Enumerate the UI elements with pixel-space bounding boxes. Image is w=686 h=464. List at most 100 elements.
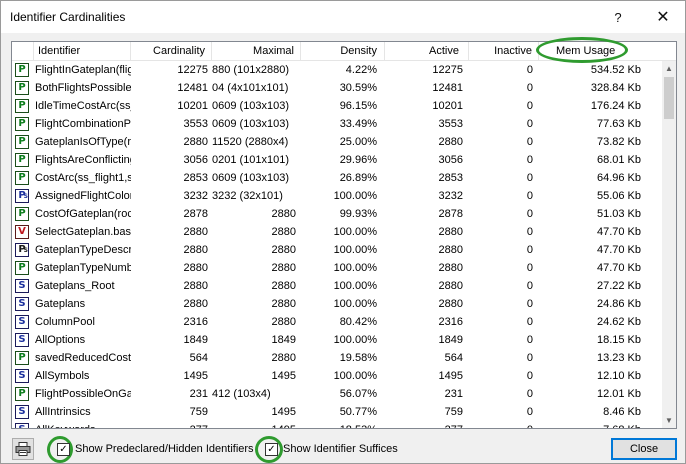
table-row[interactable]: P FlightPossibleOnGat 231 412 (103x4) 56.07%… [12, 385, 662, 403]
table-row[interactable]: P FlightInGateplan(flig 12275 880 (101x2880… [12, 61, 662, 79]
active-cell: 2880 [438, 244, 463, 256]
table-row[interactable]: P S GateplanTypeDescr 2880 2880 100.00% 2880 0 4… [12, 241, 662, 259]
identifier-type-icon: S [15, 279, 29, 293]
scrollbar-thumb[interactable] [664, 77, 674, 119]
cardinality-table: Identifier Cardinality Maximal Density A… [11, 41, 677, 429]
cardinality-cell: 2853 [183, 172, 208, 184]
maximal-cell: 880 (101x2880) [212, 64, 290, 76]
table-row[interactable]: S Gateplans 2880 2880 100.00% 2880 0 24.86 Kb [12, 295, 662, 313]
mem-usage-cell: 8.46 Kb [603, 406, 641, 418]
maximal-cell: 2880 [271, 262, 296, 274]
show-predeclared-label[interactable]: Show Predeclared/Hidden Identifiers [75, 443, 254, 455]
density-cell: 99.93% [339, 208, 377, 220]
mem-usage-cell: 64.96 Kb [596, 172, 641, 184]
header-density[interactable]: Density [301, 42, 385, 61]
mem-usage-cell: 47.70 Kb [596, 226, 641, 238]
maximal-cell: 2880 [271, 298, 296, 310]
table-row[interactable]: P S AssignedFlightColor 3232 3232 (32x101) 10… [12, 187, 662, 205]
active-cell: 10201 [432, 100, 463, 112]
mem-usage-cell: 51.03 Kb [596, 208, 641, 220]
active-cell: 2880 [438, 136, 463, 148]
cardinality-cell: 2316 [183, 316, 208, 328]
identifier-cell: CostArc(ss_flight1,s [35, 172, 131, 184]
show-suffices-checkbox[interactable]: ✓ [265, 442, 278, 456]
table-row[interactable]: P IdleTimeCostArc(ss_ 10201 0609 (103x103) 9… [12, 97, 662, 115]
inactive-cell: 0 [526, 316, 533, 328]
table-row[interactable]: S Gateplans_Root 2880 2880 100.00% 2880 0 27.22… [12, 277, 662, 295]
mem-usage-cell: 27.22 Kb [596, 280, 641, 292]
identifier-type-icon: S [15, 333, 29, 347]
table-row[interactable]: P FlightsAreConflicting 3056 0201 (101x101)… [12, 151, 662, 169]
inactive-cell: 0 [526, 154, 533, 166]
identifier-cell: AllKeywords [34, 421, 131, 428]
table-row[interactable]: P GateplanIsOfType(r 2880 11520 (2880x4) 25.… [12, 133, 662, 151]
density-cell: 100.00% [333, 244, 377, 256]
show-predeclared-checkbox[interactable]: ✓ [57, 442, 70, 456]
header-active[interactable]: Active [385, 42, 469, 61]
identifier-type-icon: P [15, 81, 29, 95]
inactive-cell: 0 [526, 406, 533, 418]
scroll-down-arrow-icon[interactable]: ▼ [665, 416, 673, 425]
table-row[interactable]: V SelectGateplan.basi 2880 2880 100.00% 2880 0… [12, 223, 662, 241]
table-row[interactable]: P GateplanTypeNumb 2880 2880 100.00% 2880 0 47.… [12, 259, 662, 277]
inactive-cell: 0 [526, 262, 533, 274]
density-cell: 100.00% [333, 226, 377, 238]
cardinality-cell: 277 [131, 421, 212, 428]
scroll-up-arrow-icon[interactable]: ▲ [665, 64, 673, 73]
maximal-cell: 0201 (101x101) [212, 154, 290, 166]
active-cell: 1495 [438, 370, 463, 382]
table-row[interactable]: P CostOfGateplan(roc 2878 2880 99.93% 2878 0 51… [12, 205, 662, 223]
table-row[interactable]: P FlightCombinationPo 3553 0609 (103x103) 33… [12, 115, 662, 133]
header-cardinality[interactable]: Cardinality [131, 42, 212, 61]
identifier-type-icon: S [15, 423, 29, 428]
identifier-type-icon: S [15, 405, 29, 419]
close-window-icon[interactable]: ✕ [656, 9, 670, 26]
mem-usage-highlight-callout [536, 37, 628, 63]
inactive-cell: 0 [526, 334, 533, 346]
header-inactive[interactable]: Inactive [469, 42, 539, 61]
identifier-cell: BothFlightsPossibleC [35, 82, 131, 94]
table-row[interactable]: P CostArc(ss_flight1,s 2853 0609 (103x103) 2… [12, 169, 662, 187]
show-suffices-label[interactable]: Show Identifier Suffices [283, 443, 398, 455]
maximal-cell: 2880 [271, 352, 296, 364]
show-suffices-option[interactable]: ✓ Show Identifier Suffices [265, 440, 398, 458]
identifier-cell: AllSymbols [35, 370, 90, 382]
table-row[interactable]: S AllSymbols 1495 1495 100.00% 1495 0 12.10 Kb [12, 367, 662, 385]
mem-usage-cell: 13.23 Kb [596, 352, 641, 364]
table-row[interactable]: P BothFlightsPossibleC 12481 04 (4x101x101)… [12, 79, 662, 97]
table-row[interactable]: S ColumnPool 2316 2880 80.42% 2316 0 24.62 Kb [12, 313, 662, 331]
cardinality-cell: 3553 [183, 118, 208, 130]
identifier-type-icon: P [15, 153, 29, 167]
active-cell: 277 [385, 421, 469, 428]
header-maximal[interactable]: Maximal [212, 42, 301, 61]
inactive-cell: 0 [526, 298, 533, 310]
mem-usage-cell: 534.52 Kb [590, 64, 641, 76]
identifier-cell: Gateplans [35, 298, 86, 310]
table-row[interactable]: SAllKeywords277149518.53%27707.68 Kb [12, 421, 662, 428]
header-identifier[interactable]: Identifier [34, 42, 131, 61]
inactive-cell: 0 [526, 136, 533, 148]
active-cell: 2853 [438, 172, 463, 184]
mem-usage-cell: 47.70 Kb [596, 244, 641, 256]
identifier-type-icon: P [15, 387, 29, 401]
maximal-cell: 1495 [271, 370, 296, 382]
maximal-cell: 2880 [271, 226, 296, 238]
table-row[interactable]: S AllOptions 1849 1849 100.00% 1849 0 18.15 Kb [12, 331, 662, 349]
help-button[interactable]: ? [614, 9, 622, 25]
table-body: P FlightInGateplan(flig 12275 880 (101x2880… [12, 61, 662, 428]
identifier-cell: FlightInGateplan(flig [35, 64, 131, 76]
close-button[interactable]: Close [611, 438, 677, 460]
vertical-scrollbar[interactable]: ▲ ▼ [662, 61, 676, 428]
density-cell: 4.22% [345, 64, 377, 76]
cardinality-cell: 231 [189, 388, 208, 400]
print-button[interactable] [12, 438, 34, 460]
maximal-cell: 2880 [271, 244, 296, 256]
active-cell: 2880 [438, 298, 463, 310]
dialog-footer: ✓ Show Predeclared/Hidden Identifiers ✓ … [1, 433, 685, 463]
table-row[interactable]: S AllIntrinsics 759 1495 50.77% 759 0 8.46 Kb [12, 403, 662, 421]
active-cell: 3553 [438, 118, 463, 130]
show-predeclared-option[interactable]: ✓ Show Predeclared/Hidden Identifiers [57, 440, 254, 458]
checkmark-icon: ✓ [59, 443, 68, 455]
